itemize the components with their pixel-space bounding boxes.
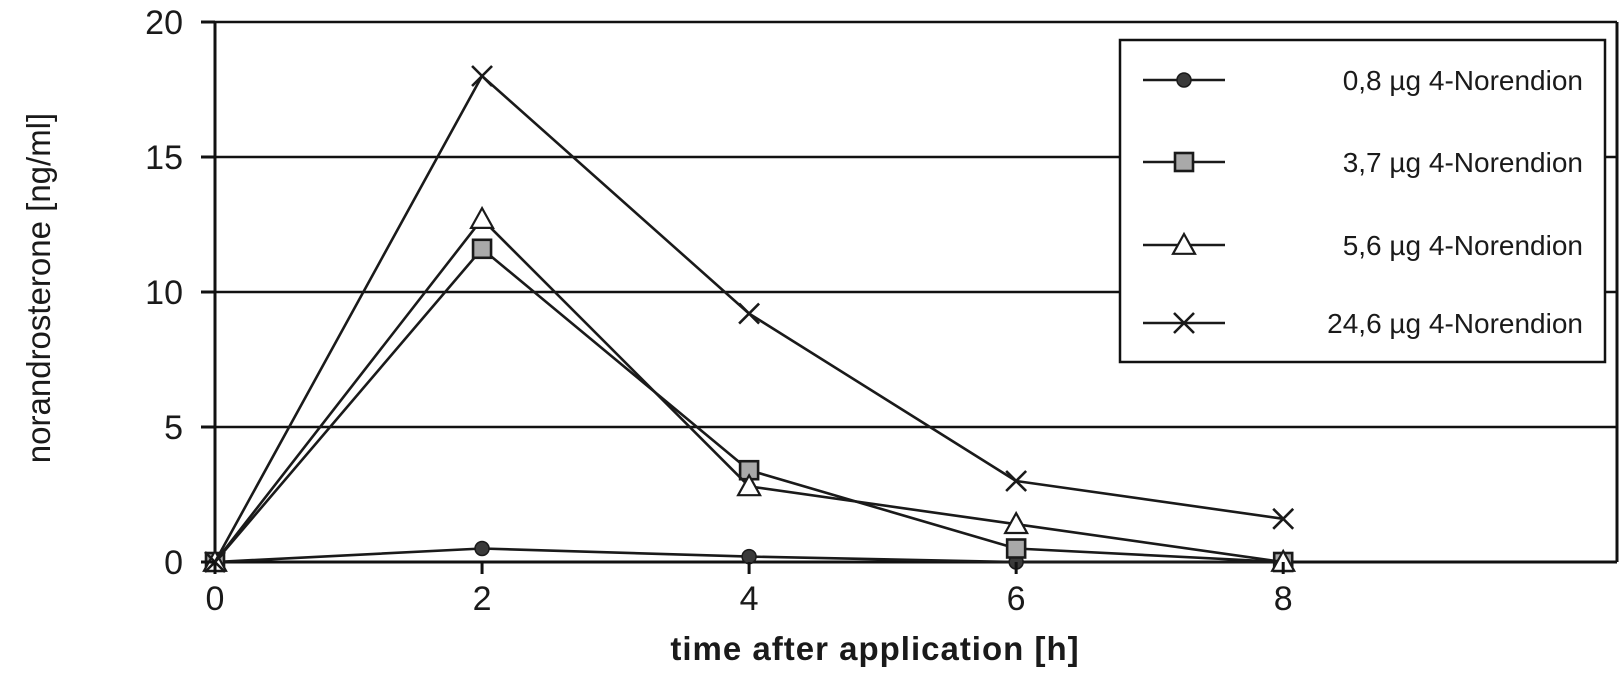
legend-items: 0,8 µg 4-Norendion 3,7 µg 4-Norendion 5,6 …: [1143, 65, 1583, 339]
data-point-x: [1272, 507, 1295, 530]
legend-swatch-marker: [1176, 72, 1192, 88]
y-tick-label: 5: [164, 409, 183, 447]
data-point-triangle: [736, 473, 762, 497]
data-point-x: [471, 65, 493, 87]
legend: 0,8 µg 4-Norendion 3,7 µg 4-Norendion 5,6 …: [1118, 38, 1607, 364]
legend-label: 24,6 µg 4-Norendion: [1327, 308, 1583, 339]
data-point-square: [1005, 538, 1027, 559]
legend-entry: 3,7 µg 4-Norendion: [1143, 147, 1583, 178]
y-axis-title: norandrosterone [ng/ml]: [20, 113, 57, 463]
x-tick-label: 6: [1007, 580, 1026, 618]
data-point-x: [738, 302, 761, 325]
legend-entry: 24,6 µg 4-Norendion: [1143, 308, 1583, 339]
x-tick-label: 4: [740, 580, 759, 618]
data-point-square: [471, 238, 493, 260]
data-point-x: [1005, 470, 1028, 492]
y-tick-label: 15: [145, 139, 183, 177]
legend-entry: 5,6 µg 4-Norendion: [1143, 230, 1583, 261]
y-tick-label: 10: [145, 274, 183, 312]
x-tick-label: 2: [473, 580, 492, 618]
legend-label: 3,7 µg 4-Norendion: [1343, 147, 1583, 178]
series-x: [204, 65, 1295, 573]
legend-box: [1118, 38, 1607, 364]
data-point-triangle: [469, 205, 495, 229]
tick-labels: 0 5 10 15 20 0 2 4 6 8: [145, 4, 1292, 618]
data-point-diamond: [741, 548, 757, 565]
data-point-triangle: [1003, 510, 1030, 535]
y-tick-label: 20: [145, 4, 183, 42]
x-axis-title: time after application [h]: [670, 630, 1079, 667]
data-point-diamond: [474, 540, 490, 557]
legend-entry: 0,8 µg 4-Norendion: [1143, 65, 1583, 96]
x-tick-label: 8: [1274, 580, 1293, 618]
y-tick-label: 0: [164, 544, 183, 582]
legend-swatch-marker: [1173, 151, 1195, 173]
legend-swatch-marker: [1171, 231, 1197, 255]
legend-label: 0,8 µg 4-Norendion: [1343, 65, 1583, 96]
x-tick-label: 0: [206, 580, 225, 618]
legend-label: 5,6 µg 4-Norendion: [1343, 230, 1583, 261]
legend-swatch-marker: [1173, 312, 1195, 334]
